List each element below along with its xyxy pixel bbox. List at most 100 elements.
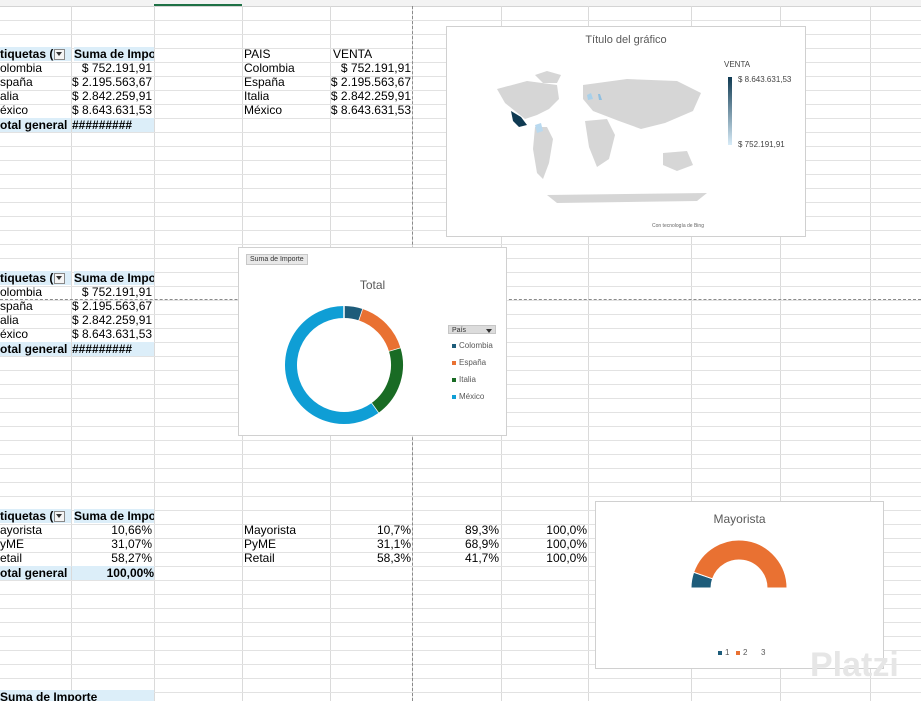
col-f[interactable]: F	[452, 0, 459, 3]
table1-venta[interactable]: $ 2.842.259,91	[330, 89, 411, 103]
pivot2-total-label[interactable]: otal general	[0, 342, 71, 356]
pivot2-value[interactable]: $ 2.195.563,67	[72, 299, 152, 313]
half-donut-plot[interactable]	[689, 536, 789, 592]
italy-region[interactable]	[598, 94, 602, 100]
col-e[interactable]: E	[368, 0, 375, 3]
pivot1-label[interactable]: olombia	[0, 61, 43, 75]
half-donut-slice-2[interactable]	[693, 539, 788, 589]
pivot2-label[interactable]: olombia	[0, 285, 43, 299]
pivot1-sum-header[interactable]: Suma de Importe	[74, 47, 154, 61]
donut-chart[interactable]: Suma de Importe Total País Colombia Espa…	[238, 247, 507, 436]
pivot2-value[interactable]: $ 8.643.631,53	[72, 327, 152, 341]
col-b[interactable]: B	[108, 0, 115, 3]
pivot1-total-value[interactable]: #########	[72, 118, 154, 132]
table1-country[interactable]: Italia	[244, 89, 270, 103]
pivot3-row-labels-header[interactable]: tiquetas (	[0, 509, 71, 523]
pivot1-label[interactable]: alia	[0, 89, 19, 103]
bottom-pivot-header[interactable]: Suma de Importe	[0, 690, 154, 701]
table1-country[interactable]: España	[244, 75, 285, 89]
pivot3-label[interactable]: yME	[0, 537, 24, 551]
table3-segment[interactable]: PyME	[244, 537, 277, 551]
pivot1-label[interactable]: spaña	[0, 75, 33, 89]
table1-venta[interactable]: $ 2.195.563,67	[330, 75, 411, 89]
table3-segment[interactable]: Retail	[244, 551, 275, 565]
legend-3[interactable]: 3	[754, 648, 765, 657]
table1-header-pais[interactable]: PAIS	[244, 47, 271, 61]
spain-region[interactable]	[587, 93, 593, 100]
pivot2-sum-header[interactable]: Suma de Importe	[74, 271, 154, 285]
pivot2-label[interactable]: éxico	[0, 327, 29, 341]
pivot3-sum-header[interactable]: Suma de Importe	[74, 509, 154, 523]
world-map[interactable]	[487, 67, 717, 207]
pivot3-label[interactable]: etail	[0, 551, 23, 565]
pivot1-value[interactable]: $ 2.195.563,67	[72, 75, 152, 89]
donut-slice-italia[interactable]	[371, 348, 403, 413]
col-d[interactable]: D	[282, 0, 290, 3]
col-a[interactable]: A	[28, 0, 35, 3]
pivot2-value[interactable]: $ 2.842.259,91	[72, 313, 152, 327]
pivot3-total-label[interactable]: otal general	[0, 566, 71, 580]
pivot1-value[interactable]: $ 2.842.259,91	[72, 89, 152, 103]
pivot1-total-label[interactable]: otal general	[0, 118, 71, 132]
table1-header-venta[interactable]: VENTA	[333, 47, 373, 61]
pivot2-label[interactable]: alia	[0, 313, 19, 327]
pivot2-label[interactable]: spaña	[0, 299, 33, 313]
col-i[interactable]: I	[714, 0, 717, 3]
pivot3-total-value[interactable]: 100,00%	[72, 566, 154, 580]
table3-pct[interactable]: 41,7%	[464, 551, 499, 565]
table3-pct[interactable]: 89,3%	[464, 523, 499, 537]
pivot2-total-value[interactable]: #########	[72, 342, 154, 356]
half-donut-chart[interactable]: Mayorista 1 2 3	[595, 501, 884, 669]
table3-pct[interactable]: 31,1%	[376, 537, 411, 551]
col-j[interactable]: J	[820, 0, 826, 3]
table3-pct[interactable]: 68,9%	[464, 537, 499, 551]
donut-slice-colombia[interactable]	[343, 306, 363, 321]
legend-1[interactable]: 1	[718, 648, 729, 657]
pivot1-label[interactable]: éxico	[0, 103, 29, 117]
legend-espana[interactable]: España	[452, 358, 486, 367]
pivot3-label[interactable]: ayorista	[0, 523, 43, 537]
pivot3-value[interactable]: 10,66%	[111, 523, 152, 537]
col-k[interactable]: K	[900, 0, 907, 3]
half-donut-title[interactable]: Mayorista	[713, 512, 766, 526]
donut-plot[interactable]	[279, 300, 409, 430]
table3-pct[interactable]: 100,0%	[546, 523, 587, 537]
field-button-suma-importe[interactable]: Suma de Importe	[246, 254, 308, 265]
col-g[interactable]: G	[540, 0, 549, 3]
colombia-region[interactable]	[535, 123, 543, 133]
table3-segment[interactable]: Mayorista	[244, 523, 297, 537]
pivot2-value[interactable]: $ 752.191,91	[81, 285, 152, 299]
filter-dropdown-icon[interactable]	[54, 49, 66, 61]
legend-2[interactable]: 2	[736, 648, 747, 657]
donut-slice-méxico[interactable]	[285, 306, 379, 424]
table1-country[interactable]: México	[244, 103, 283, 117]
pivot3-value[interactable]: 58,27%	[111, 551, 152, 565]
pivot1-row-labels-header[interactable]: tiquetas (	[0, 47, 71, 61]
filter-dropdown-icon[interactable]	[54, 511, 66, 523]
map-chart[interactable]: Título del gráfico VENTA $ 8.643.631,53 …	[446, 26, 806, 237]
donut-chart-title[interactable]: Total	[359, 278, 386, 292]
map-chart-title[interactable]: Título del gráfico	[585, 34, 667, 46]
table3-pct[interactable]: 100,0%	[546, 551, 587, 565]
column-headers[interactable]: A B C D E F G H I J K	[0, 0, 921, 7]
donut-slice-españa[interactable]	[358, 309, 401, 352]
filter-dropdown-icon[interactable]	[54, 273, 66, 285]
legend-mexico[interactable]: México	[452, 392, 484, 401]
table1-venta[interactable]: $ 8.643.631,53	[330, 103, 411, 117]
pivot3-value[interactable]: 31,07%	[111, 537, 152, 551]
table3-pct[interactable]: 58,3%	[376, 551, 411, 565]
table1-country[interactable]: Colombia	[244, 61, 295, 75]
mexico-region[interactable]	[511, 111, 527, 127]
pivot1-value[interactable]: $ 8.643.631,53	[72, 103, 152, 117]
col-c[interactable]: C	[192, 0, 200, 3]
legend-italia[interactable]: Italia	[452, 375, 476, 384]
legend-marker	[452, 343, 456, 348]
col-h[interactable]: H	[628, 0, 636, 3]
pivot1-value[interactable]: $ 752.191,91	[81, 61, 152, 75]
legend-filter-button[interactable]: País	[448, 325, 496, 334]
pivot2-row-labels-header[interactable]: tiquetas (	[0, 271, 71, 285]
table3-pct[interactable]: 100,0%	[546, 537, 587, 551]
table1-venta[interactable]: $ 752.191,91	[340, 61, 411, 75]
legend-colombia[interactable]: Colombia	[452, 341, 493, 350]
table3-pct[interactable]: 10,7%	[376, 523, 411, 537]
